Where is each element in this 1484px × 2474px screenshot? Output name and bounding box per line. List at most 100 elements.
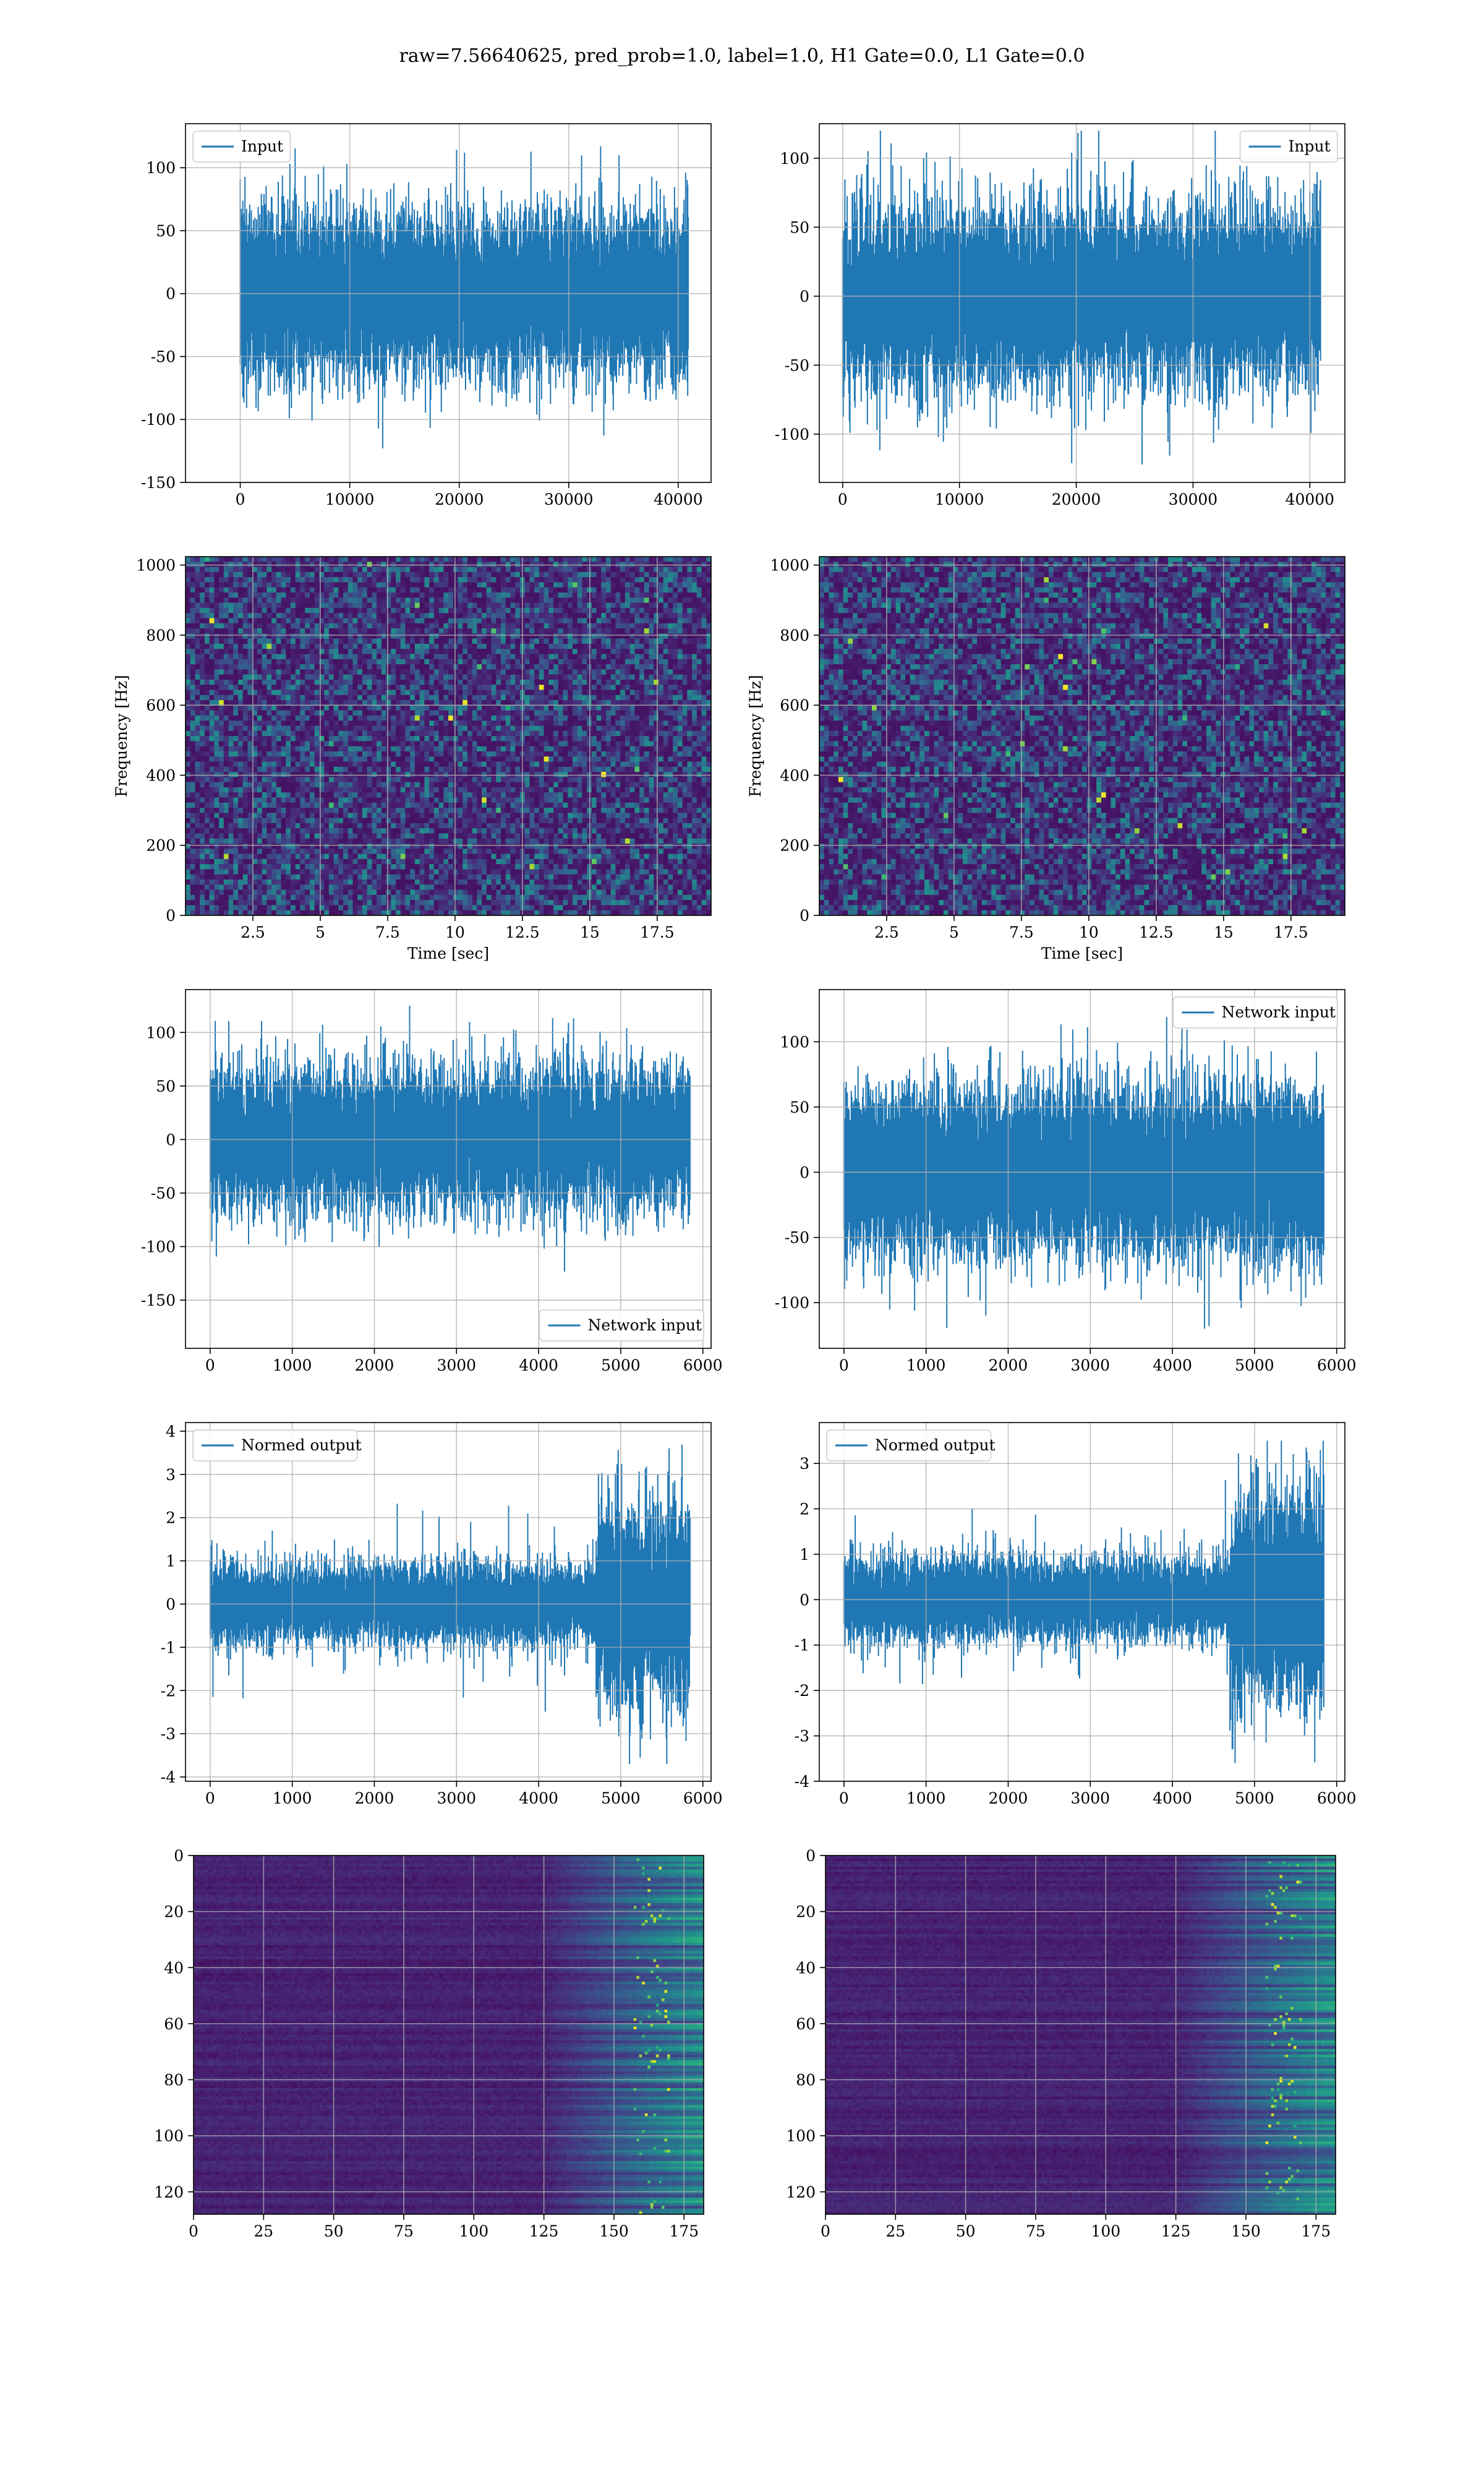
- heatmap-cell: [310, 639, 315, 644]
- heatmap-cell: [702, 669, 707, 675]
- heatmap-cell: [563, 736, 568, 742]
- heatmap-cell: [352, 669, 357, 675]
- heatmap-cell: [515, 633, 520, 639]
- heatmap-cell: [563, 695, 568, 701]
- heatmap-cell: [281, 664, 286, 670]
- heatmap-cell: [668, 675, 673, 680]
- heatmap-cell: [492, 639, 497, 644]
- heatmap-cell: [487, 736, 492, 742]
- heatmap-cell: [195, 767, 200, 773]
- heatmap-cell: [424, 695, 429, 701]
- heatmap-cell: [352, 751, 357, 757]
- heatmap-cell: [639, 582, 644, 588]
- heatmap-cell: [210, 747, 215, 752]
- heatmap-cell: [539, 613, 544, 618]
- heatmap-cell: [487, 716, 492, 721]
- heatmap-cell: [329, 608, 334, 614]
- heatmap-cell: [453, 685, 458, 690]
- heatmap-cell: [286, 582, 291, 588]
- heatmap-cell: [324, 747, 329, 752]
- heatmap-cell: [487, 690, 492, 695]
- heatmap-cell: [578, 726, 582, 731]
- heatmap-cell: [649, 761, 654, 767]
- heatmap-cell: [659, 695, 663, 701]
- heatmap-cell: [482, 675, 487, 680]
- heatmap-cell: [649, 726, 654, 731]
- heatmap-cell: [186, 639, 190, 644]
- heatmap-cell: [673, 669, 678, 675]
- heatmap-cell: [510, 577, 515, 583]
- heatmap-cell: [649, 777, 654, 782]
- heatmap-cell: [453, 695, 458, 701]
- heatmap-cell: [324, 705, 329, 711]
- heatmap-cell: [606, 597, 611, 603]
- heatmap-cell: [625, 628, 630, 634]
- heatmap-cell: [396, 690, 401, 695]
- heatmap-cell: [401, 603, 406, 609]
- heatmap-cell: [257, 741, 262, 747]
- heatmap-cell: [271, 675, 276, 680]
- heatmap-cell: [534, 777, 539, 782]
- heatmap-cell: [630, 726, 635, 731]
- heatmap-cell: [515, 767, 520, 773]
- heatmap-cell: [229, 659, 234, 665]
- heatmap-cell: [233, 649, 238, 654]
- heatmap-cell: [410, 588, 415, 593]
- heatmap-cell: [573, 582, 578, 588]
- heatmap-cell: [668, 644, 673, 649]
- heatmap-cell: [649, 716, 654, 721]
- heatmap-cell: [563, 690, 568, 695]
- heatmap-cell: [453, 557, 458, 562]
- heatmap-cell: [367, 767, 372, 773]
- heatmap-cell: [296, 772, 301, 777]
- heatmap-cell: [492, 711, 497, 716]
- heatmap-cell: [195, 557, 200, 562]
- heatmap-cell: [534, 690, 539, 695]
- heatmap-cell: [300, 685, 305, 690]
- heatmap-cell: [615, 721, 620, 726]
- x-tick-label: 0: [838, 490, 848, 508]
- heatmap-cell: [410, 772, 415, 777]
- heatmap-cell: [539, 761, 544, 767]
- heatmap-cell: [553, 680, 558, 685]
- heatmap-cell: [683, 705, 688, 711]
- heatmap-cell: [271, 726, 276, 731]
- heatmap-cell: [401, 721, 406, 726]
- heatmap-cell: [510, 562, 515, 567]
- heatmap-cell: [553, 741, 558, 747]
- heatmap-cell: [568, 603, 573, 609]
- heatmap-cell: [487, 695, 492, 701]
- heatmap-cell: [291, 711, 296, 716]
- heatmap-cell: [300, 567, 305, 573]
- heatmap-cell: [515, 747, 520, 752]
- heatmap-cell: [367, 747, 372, 752]
- heatmap-cell: [296, 721, 301, 726]
- heatmap-cell: [601, 767, 606, 773]
- heatmap-cell: [649, 659, 654, 665]
- heatmap-cell: [257, 644, 262, 649]
- heatmap-cell: [534, 747, 539, 752]
- heatmap-cell: [195, 613, 200, 618]
- heatmap-cell: [348, 572, 353, 578]
- heatmap-cell: [477, 654, 482, 659]
- heatmap-cell: [463, 618, 467, 623]
- heatmap-cell: [286, 690, 291, 695]
- heatmap-cell: [649, 675, 654, 680]
- heatmap-cell: [267, 690, 271, 695]
- heatmap-cell: [548, 567, 553, 573]
- heatmap-cell: [247, 618, 252, 623]
- heatmap-cell: [343, 695, 348, 701]
- heatmap-cell: [529, 690, 534, 695]
- heatmap-cell: [668, 680, 673, 685]
- heatmap-cell: [553, 767, 558, 773]
- y-tick-label: 100: [780, 150, 809, 168]
- heatmap-cell: [210, 593, 215, 598]
- heatmap-cell: [553, 664, 558, 670]
- heatmap-cell: [429, 608, 434, 614]
- heatmap-cell: [558, 644, 563, 649]
- heatmap-cell: [262, 782, 267, 788]
- heatmap-cell: [405, 761, 410, 767]
- heatmap-cell: [186, 588, 190, 593]
- heatmap-cell: [467, 639, 472, 644]
- heatmap-cell: [615, 577, 620, 583]
